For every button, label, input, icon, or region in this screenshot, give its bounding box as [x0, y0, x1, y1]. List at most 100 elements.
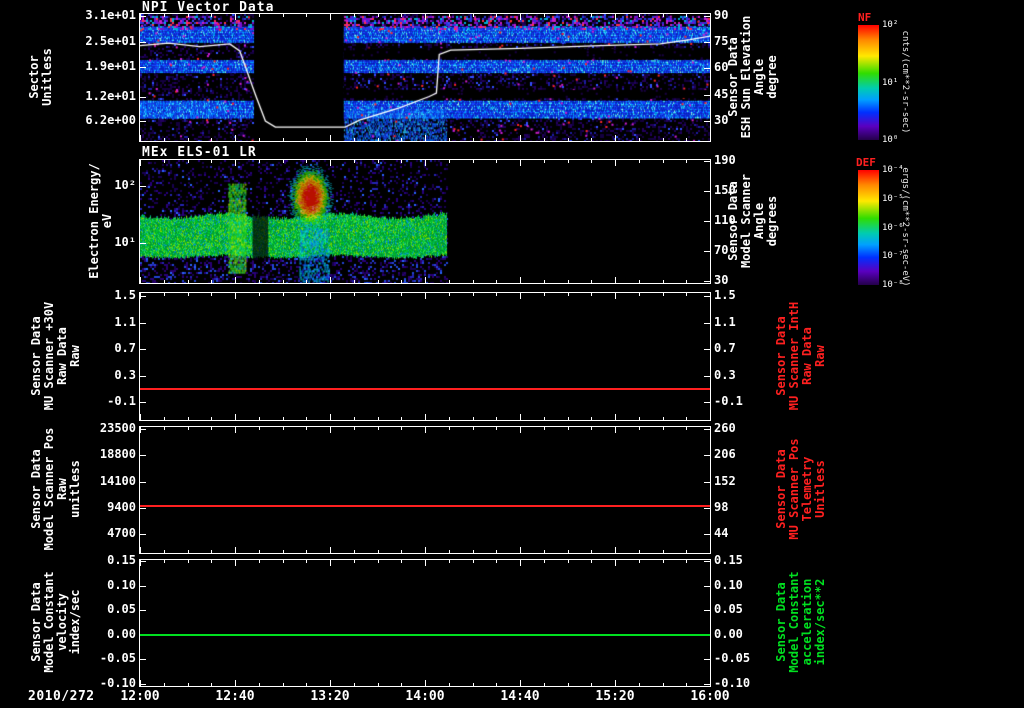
x-tick-mark: [258, 160, 260, 163]
panel1-right-tick-label: 60: [714, 60, 729, 75]
x-tick-mark: [662, 427, 664, 430]
panel3-plot-area: [139, 292, 711, 421]
x-tick-mark: [448, 550, 450, 553]
panel4-right-tick-mark: [704, 507, 710, 509]
x-tick-mark: [615, 160, 616, 166]
x-tick-mark: [401, 293, 403, 296]
panel3-left-tick-label: 0.7: [114, 341, 136, 356]
panel3-right-tick-mark: [704, 349, 710, 351]
panel2-right-tick-mark: [704, 190, 710, 192]
x-tick-mark: [353, 550, 355, 553]
panel1-right-tick-mark: [704, 42, 710, 44]
x-tick-mark: [330, 293, 331, 299]
panel4-left-tick-mark: [140, 428, 146, 430]
x-tick-mark: [140, 560, 141, 566]
x-tick-mark: [187, 683, 189, 686]
data-line-model-constant-velocity: [140, 633, 710, 636]
x-tick-mark: [282, 550, 284, 553]
x-tick-mark: [306, 160, 308, 163]
panel3-left-tick-mark: [140, 322, 146, 324]
x-tick-mark: [330, 414, 331, 420]
x-tick-mark: [448, 417, 450, 420]
x-tick-mark: [401, 14, 403, 17]
x-tick-mark: [140, 160, 141, 166]
panel2-left-tick-label: 10¹: [114, 235, 136, 250]
x-tick-mark: [662, 280, 664, 283]
panel4-right-tick-label: 98: [714, 499, 729, 514]
x-tick-mark: [187, 427, 189, 430]
panel1-right-tick-label: 75: [714, 34, 729, 49]
x-tick-mark: [187, 293, 189, 296]
x-tick-mark: [258, 14, 260, 17]
x-tick-mark: [306, 550, 308, 553]
panel5-right-tick-mark: [704, 659, 710, 661]
x-tick-mark: [140, 293, 141, 299]
x-tick-mark: [496, 160, 498, 163]
x-tick-mark: [140, 277, 141, 283]
x-tick-mark: [353, 280, 355, 283]
x-tick-mark: [520, 14, 521, 20]
x-tick-mark: [282, 427, 284, 430]
x-tick-mark: [543, 560, 545, 563]
panel1-left-axis-label: Sector Unitless: [27, 48, 54, 106]
x-tick-mark: [330, 427, 331, 433]
x-tick-mark: [567, 427, 569, 430]
x-tick-mark: [140, 135, 141, 141]
panel5-right-tick-mark: [704, 585, 710, 587]
x-tick-mark: [425, 547, 426, 553]
panel3-left-tick-label: 0.3: [114, 367, 136, 382]
x-tick-mark: [496, 293, 498, 296]
panel5-plot-area: [139, 559, 711, 687]
x-tick-mark: [638, 280, 640, 283]
x-tick-mark: [140, 414, 141, 420]
x-tick-mark: [448, 560, 450, 563]
x-tick-mark: [401, 550, 403, 553]
x-tick-mark: [686, 293, 688, 296]
x-tick-mark: [710, 293, 711, 299]
panel4-right-tick-label: 44: [714, 526, 729, 541]
panel1-right-tick-mark: [704, 121, 710, 123]
panel1-left-tick-mark: [140, 16, 146, 18]
panel3-left-tick-mark: [140, 375, 146, 377]
x-tick-mark: [520, 547, 521, 553]
x-tick-mark: [258, 417, 260, 420]
panel3-right-tick-mark: [704, 322, 710, 324]
x-tick-mark: [686, 560, 688, 563]
panel4-right-tick-label: 260: [714, 420, 736, 435]
x-tick-mark: [425, 560, 426, 566]
x-tick-mark: [425, 14, 426, 20]
panel1-left-tick-mark: [140, 121, 146, 123]
x-tick-mark: [235, 414, 236, 420]
panel5-left-tick-mark: [140, 610, 146, 612]
x-tick-mark: [282, 417, 284, 420]
panel5-right-tick-label: 0.10: [714, 577, 743, 592]
panel1-title: NPI Vector Data: [142, 0, 275, 15]
x-tick-mark: [638, 683, 640, 686]
x-axis-time-label: 12:40: [215, 689, 255, 704]
x-tick-mark: [235, 160, 236, 166]
x-tick-mark: [235, 277, 236, 283]
x-tick-mark: [710, 427, 711, 433]
x-tick-mark: [401, 560, 403, 563]
nf-colorbar-tick-label: 10²: [882, 20, 899, 30]
x-tick-mark: [591, 560, 593, 563]
x-tick-mark: [377, 417, 379, 420]
x-tick-mark: [567, 138, 569, 141]
x-tick-mark: [448, 427, 450, 430]
x-tick-mark: [163, 138, 165, 141]
x-tick-mark: [211, 293, 213, 296]
x-tick-mark: [282, 14, 284, 17]
panel1-left-tick-label: 2.5e+01: [85, 33, 136, 48]
x-tick-mark: [377, 560, 379, 563]
x-tick-mark: [662, 138, 664, 141]
x-tick-mark: [306, 14, 308, 17]
panel2-left-axis-label: Electron Energy/ eV: [87, 163, 114, 279]
x-tick-mark: [448, 14, 450, 17]
x-axis-time-label: 12:00: [120, 689, 160, 704]
x-tick-mark: [187, 280, 189, 283]
x-tick-mark: [401, 417, 403, 420]
x-tick-mark: [306, 280, 308, 283]
x-tick-mark: [330, 14, 331, 20]
x-tick-mark: [686, 138, 688, 141]
